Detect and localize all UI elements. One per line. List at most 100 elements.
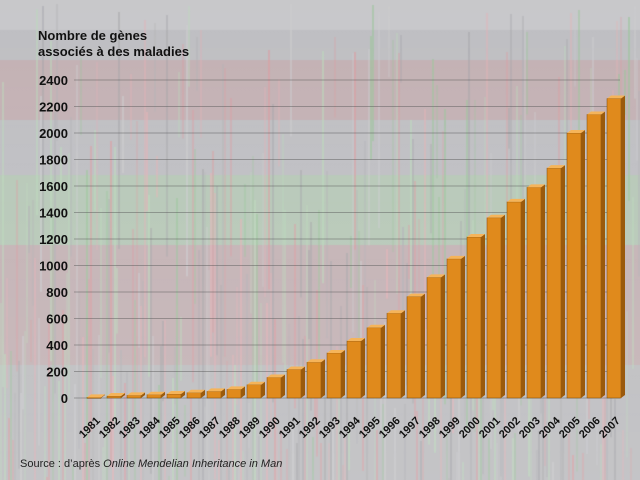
bar-top (467, 234, 485, 238)
bar (86, 397, 102, 399)
y-tick-label: 1400 (39, 206, 68, 221)
bar-top (527, 184, 545, 188)
bar-top (267, 374, 285, 378)
bar-top (227, 386, 245, 390)
bar (426, 277, 442, 399)
x-tick-label: 1986 (177, 415, 203, 441)
bar (226, 389, 242, 399)
bar (246, 384, 262, 399)
y-tick-label: 1200 (39, 232, 68, 247)
bar-side (561, 165, 565, 398)
y-tick-label: 600 (46, 312, 68, 327)
bar (446, 258, 462, 399)
source-title: Online Mendelian Inheritance in Man (103, 458, 283, 470)
bar-side (201, 389, 205, 398)
bar (186, 392, 202, 399)
bar-side (121, 393, 125, 398)
bar-side (441, 274, 445, 398)
bar (606, 98, 622, 399)
x-tick-label: 1998 (417, 415, 443, 441)
x-tick-label: 1983 (117, 415, 143, 441)
x-tick-label: 1987 (197, 415, 223, 441)
source-note: Source : d’après Online Mendelian Inheri… (20, 458, 282, 470)
y-tick-label: 2000 (39, 126, 68, 141)
bar-top (167, 391, 185, 395)
y-axis-title: Nombre de gènes associés à des maladies (38, 28, 189, 60)
bar-side (141, 392, 145, 398)
bar-side (321, 359, 325, 398)
bar-side (381, 324, 385, 398)
x-tick-label: 2000 (457, 415, 483, 441)
bar-top (247, 381, 265, 385)
x-tick-label: 1996 (377, 415, 403, 441)
bar (386, 312, 402, 399)
y-tick-label: 1600 (39, 179, 68, 194)
bar (126, 395, 142, 399)
bar (466, 236, 482, 399)
bar-top (287, 366, 305, 370)
x-tick-label: 1984 (137, 414, 163, 440)
bar (566, 132, 582, 399)
bar-side (421, 293, 425, 398)
bar-top (407, 293, 425, 297)
bar (526, 187, 542, 399)
bar-top (347, 338, 365, 342)
y-axis-title-line-2: associés à des maladies (38, 44, 190, 59)
bar (266, 377, 282, 399)
bar-side (241, 386, 245, 398)
bar (166, 393, 182, 399)
y-tick-label: 2400 (39, 73, 68, 88)
x-tick-label: 1988 (217, 415, 243, 441)
bar-top (487, 214, 505, 218)
bar (406, 296, 422, 399)
x-tick-label: 1981 (77, 415, 103, 441)
y-axis-title-line-1: Nombre de gènes (38, 28, 148, 43)
x-tick-label: 1995 (357, 415, 383, 441)
bar (346, 340, 362, 399)
source-prefix: Source : d’après (20, 458, 104, 470)
bar (106, 395, 122, 399)
bar (486, 217, 502, 399)
y-tick-label: 1800 (39, 153, 68, 168)
bar (506, 201, 522, 399)
bar-top (127, 392, 145, 396)
bar-top (607, 95, 625, 99)
bar-side (461, 255, 465, 398)
bar-side (101, 394, 105, 398)
bar (306, 361, 322, 399)
bar-top (547, 165, 565, 169)
y-tick-label: 0 (61, 391, 68, 406)
x-tick-label: 1985 (157, 415, 183, 441)
bar-side (301, 366, 305, 398)
x-tick-label: 1992 (297, 415, 323, 441)
bar-top (207, 388, 225, 392)
x-tick-label: 1991 (277, 415, 303, 441)
x-tick-label: 2002 (497, 415, 523, 441)
bar (326, 352, 342, 399)
bar-top (387, 310, 405, 314)
bar-side (181, 391, 185, 398)
y-tick-label: 200 (46, 365, 68, 380)
bar-side (401, 310, 405, 398)
bar-top (327, 349, 345, 353)
bar-side (341, 349, 345, 398)
bar-side (581, 130, 585, 398)
y-tick-label: 1000 (39, 259, 68, 274)
bar (146, 394, 162, 399)
bar-side (281, 374, 285, 398)
x-tick-label: 2007 (597, 415, 623, 441)
x-tick-label: 1993 (317, 415, 343, 441)
bar-top (87, 394, 105, 398)
bar-top (587, 111, 605, 115)
x-tick-label: 1989 (237, 415, 263, 441)
bar-side (261, 381, 265, 398)
x-tick-label: 2004 (537, 414, 563, 440)
x-tick-label: 2001 (477, 415, 503, 441)
bar-top (107, 393, 125, 397)
y-tick-label: 2200 (39, 100, 68, 115)
bar-side (161, 391, 165, 398)
bar-top (567, 130, 585, 133)
y-tick-label: 800 (46, 285, 68, 300)
x-tick-label: 1997 (397, 415, 423, 441)
